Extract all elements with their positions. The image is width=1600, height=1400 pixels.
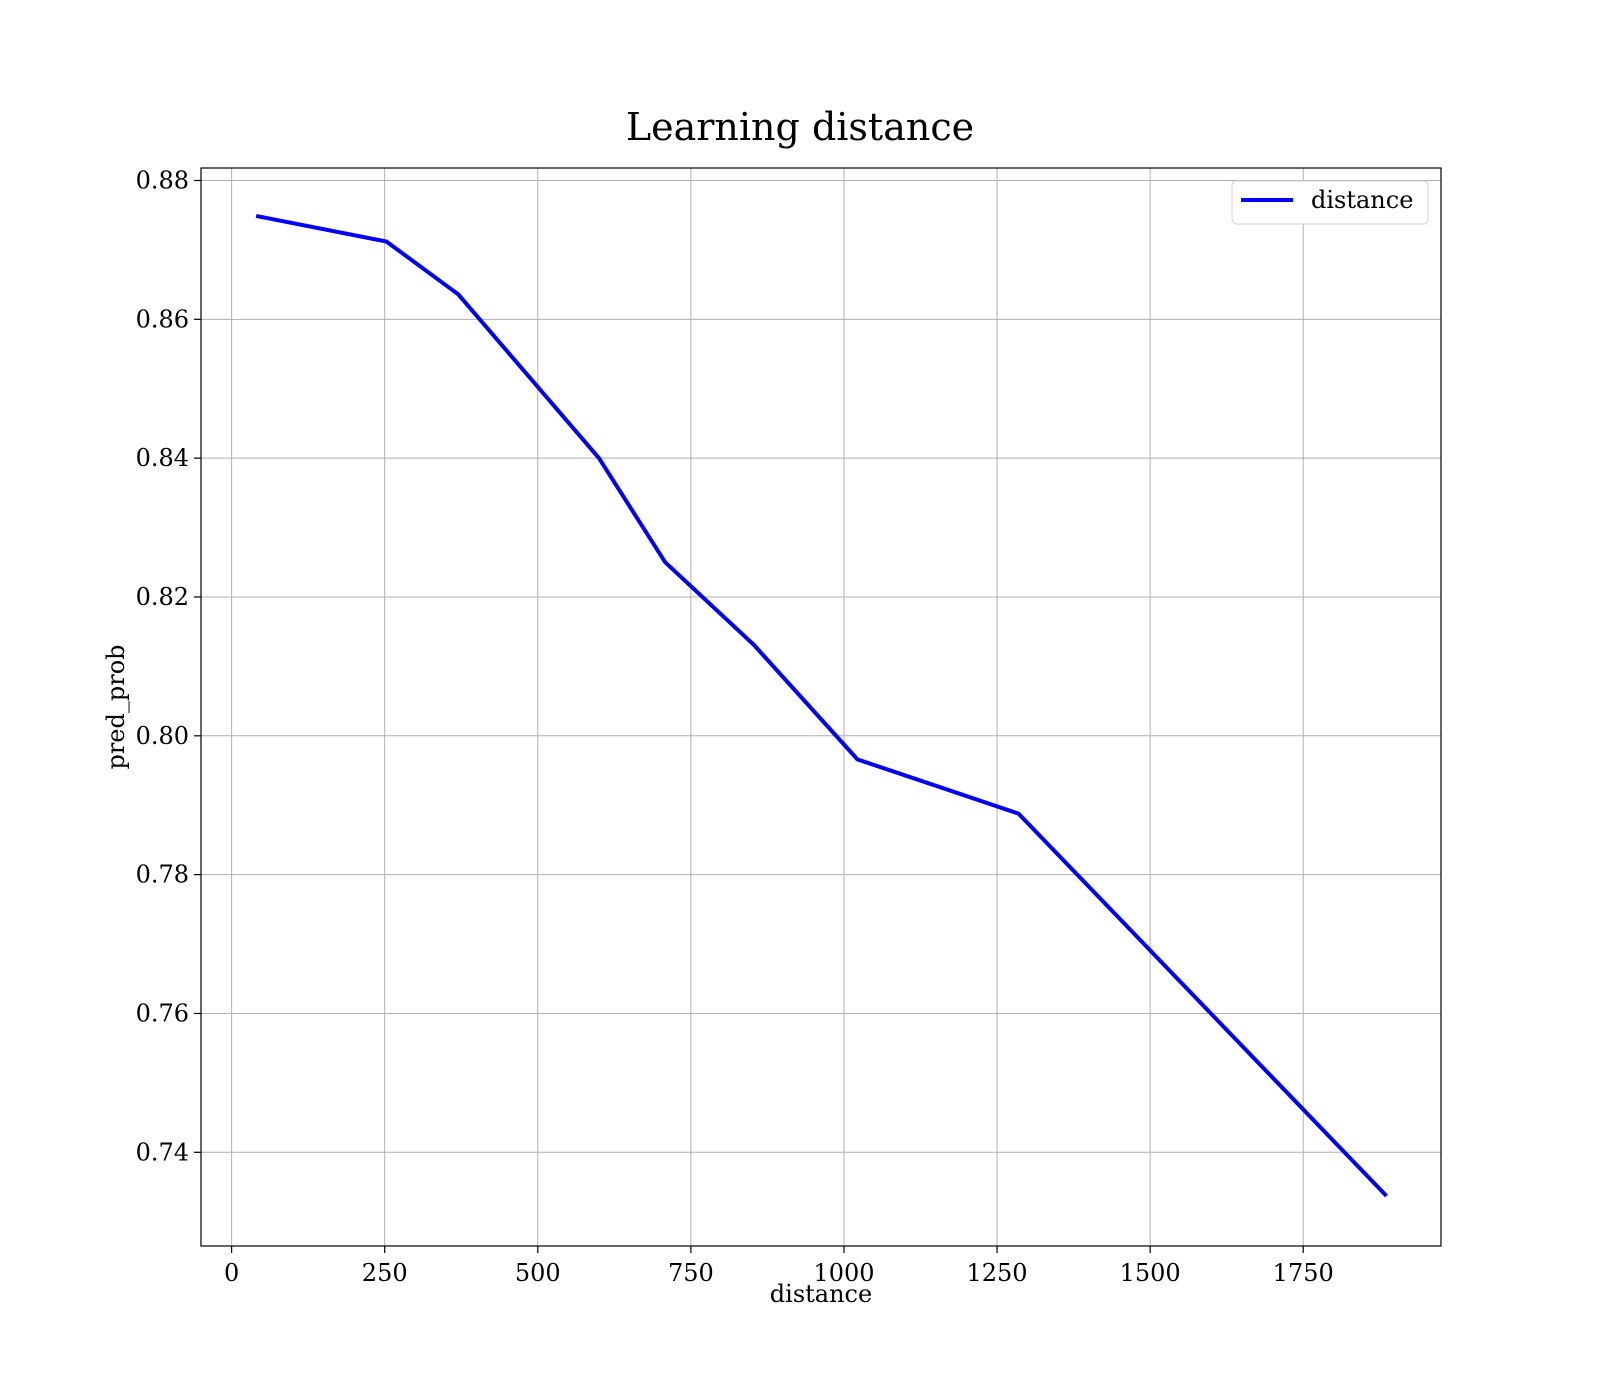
y-tick-label: 0.74 <box>136 1138 189 1166</box>
x-tick-label: 500 <box>515 1259 561 1287</box>
y-tick-label: 0.84 <box>136 444 189 472</box>
x-tick-label: 1250 <box>967 1259 1028 1287</box>
y-tick-label: 0.80 <box>136 722 189 750</box>
x-tick-label: 250 <box>362 1259 408 1287</box>
y-tick-label: 0.88 <box>136 166 189 194</box>
plot-frame <box>200 167 1442 1247</box>
y-tick-label: 0.78 <box>136 861 189 889</box>
legend-box <box>1231 180 1429 225</box>
x-tick-label: 1000 <box>813 1259 874 1287</box>
y-tick-label: 0.82 <box>136 583 189 611</box>
x-tick-label: 0 <box>224 1259 239 1287</box>
y-axis-label: pred_prob <box>102 644 130 769</box>
x-tick-label: 1750 <box>1273 1259 1334 1287</box>
ticks: 0 250 500 750 1000 1250 1500 1750 0.74 0.76 0.78 0.… <box>136 166 1334 1287</box>
y-tick-label: 0.76 <box>136 999 189 1027</box>
legend: distance <box>1231 180 1429 225</box>
legend-label: distance <box>1311 186 1413 214</box>
x-tick-label: 750 <box>668 1259 714 1287</box>
grid <box>201 168 1441 1246</box>
chart-title: Learning distance <box>626 105 974 149</box>
y-tick-label: 0.86 <box>136 305 189 333</box>
x-tick-label: 1500 <box>1120 1259 1181 1287</box>
x-axis-label: distance <box>770 1280 872 1308</box>
series-layer <box>255 213 1388 1198</box>
